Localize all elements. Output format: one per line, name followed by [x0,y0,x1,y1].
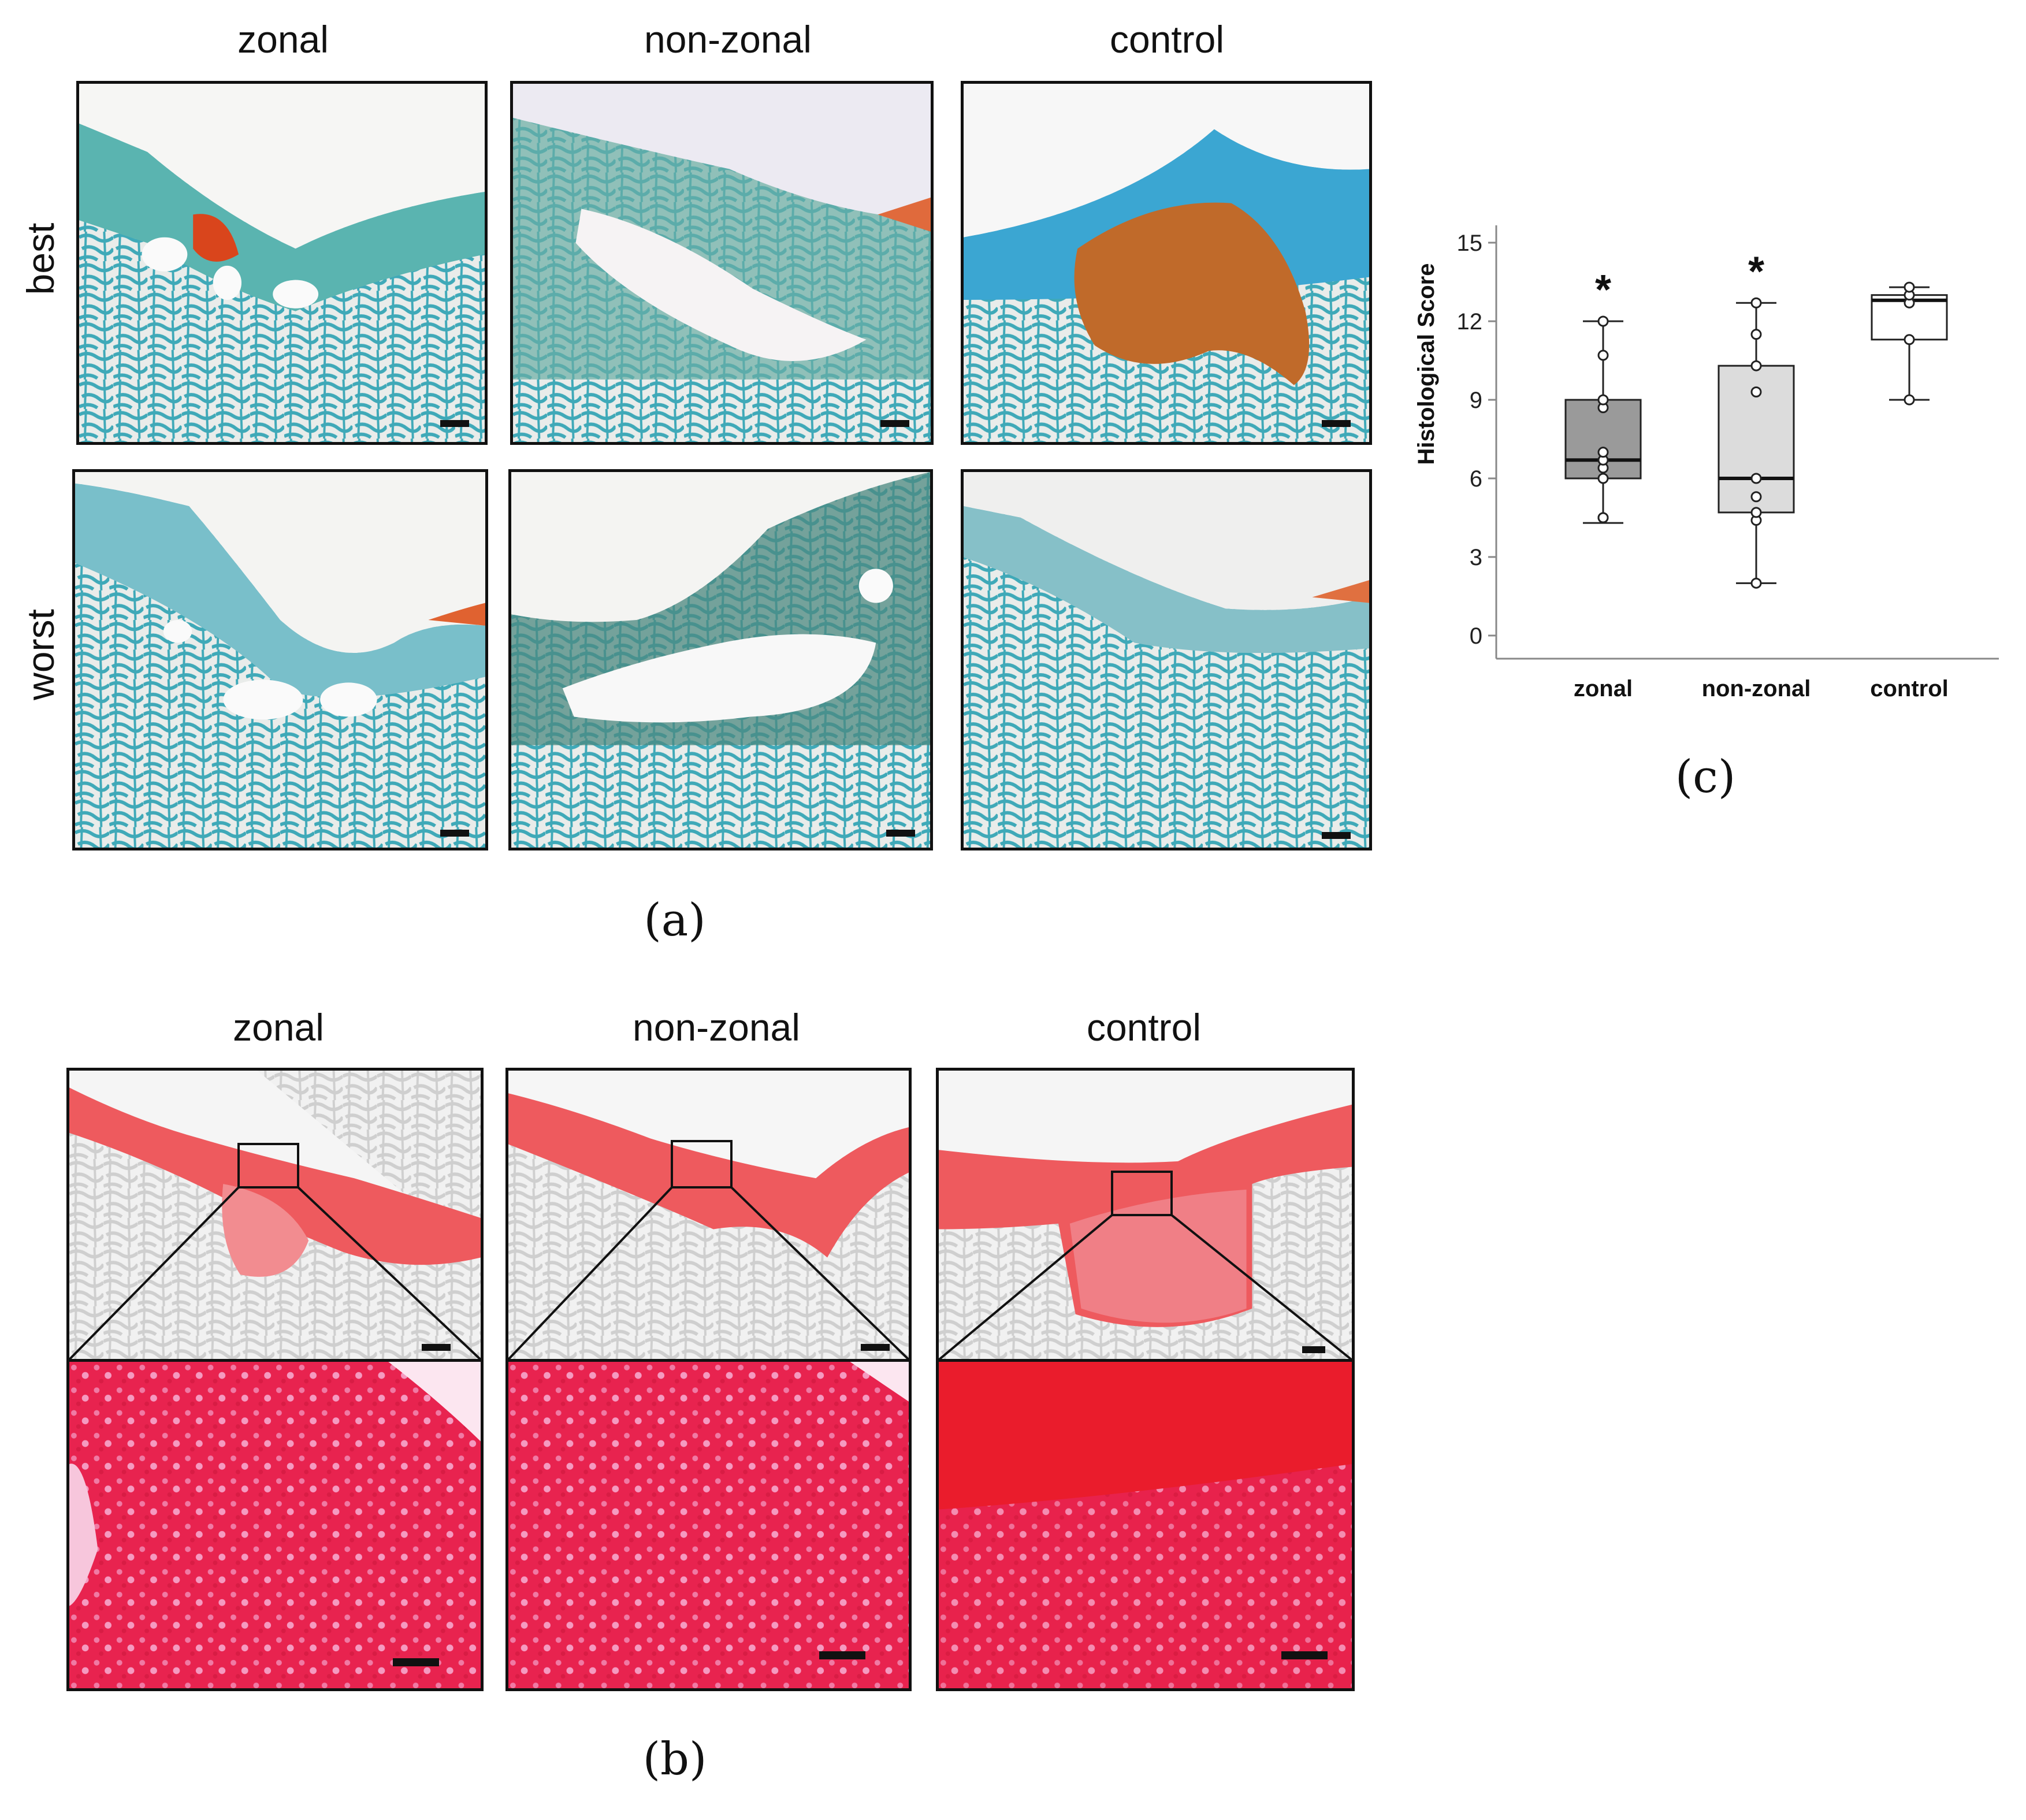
data-point [1750,386,1762,398]
panel-b-col-label-zonal: zonal [233,1006,324,1049]
scale-bar [393,1658,439,1666]
micrograph-b-control-zoom [936,1359,1355,1691]
y-tick-label: 12 [1457,309,1483,335]
data-point [1750,577,1762,589]
y-axis-label: Histological Score [1414,263,1439,465]
box-control [1871,281,1948,406]
y-tick-label: 6 [1470,466,1482,492]
micrograph-b-non-zonal-overview [505,1068,912,1362]
data-point [1904,281,1915,293]
data-point [1597,512,1609,523]
panel-letter-a: (a) [644,894,706,946]
x-tick-label: control [1870,676,1949,701]
data-point [1904,394,1915,406]
scale-bar [819,1651,865,1659]
data-point [1597,315,1609,327]
panel-a-row-label-worst: worst [19,609,62,700]
micrograph-a-best-zonal [76,81,488,445]
panel-a-col-label-non-zonal: non-zonal [644,18,812,61]
panel-a-col-label-control: control [1109,18,1225,61]
y-tick-label: 9 [1470,388,1482,413]
data-point [1750,297,1762,309]
panel-letter-b: (b) [642,1733,707,1785]
significance-marker: * [1748,248,1764,295]
micrograph-a-worst-zonal [72,469,488,850]
micrograph-a-worst-non-zonal [508,469,933,850]
scale-bar [880,420,909,427]
scale-bar [440,830,469,837]
data-point [1750,491,1762,503]
panel-a-col-label-zonal: zonal [237,18,329,61]
scale-bar [886,830,915,837]
data-point [1904,334,1915,346]
significance-marker: * [1595,267,1611,313]
data-point [1597,350,1609,361]
data-point [1750,329,1762,340]
micrograph-b-zonal-zoom [66,1359,484,1691]
data-point [1750,507,1762,518]
box-zonal: * [1564,267,1642,524]
data-point [1597,473,1609,484]
y-tick-label: 0 [1470,623,1482,649]
data-point [1597,394,1609,406]
panel-a-row-label-best: best [19,222,62,295]
scale-bar [1302,1346,1325,1353]
micrograph-b-non-zonal-zoom [505,1359,912,1691]
panel-b-col-label-non-zonal: non-zonal [633,1006,800,1049]
micrograph-b-zonal-overview [66,1068,484,1362]
micrograph-a-best-control [961,81,1372,445]
panel-letter-c: (c) [1675,751,1736,803]
x-tick-label: zonal [1574,676,1633,701]
micrograph-a-best-non-zonal [510,81,934,445]
scale-bar [1322,420,1351,427]
x-tick-label: non-zonal [1702,676,1811,701]
scale-bar [861,1344,890,1351]
box-non-zonal: * [1718,248,1795,589]
y-tick-label: 15 [1457,231,1483,256]
scale-bar [1322,832,1351,839]
data-point [1750,360,1762,372]
y-tick-label: 3 [1470,545,1482,570]
data-point [1750,473,1762,484]
micrograph-b-control-overview [936,1068,1355,1362]
scale-bar [1281,1651,1328,1659]
data-point [1597,447,1609,458]
micrograph-a-worst-control [961,469,1372,850]
histological-score-boxplot: 0 3 6 9 12 15 zonal non-zonal control * * Histolo… [1414,225,1999,701]
panel-b-col-label-control: control [1086,1006,1202,1049]
scale-bar [422,1344,451,1351]
scale-bar [440,420,469,427]
